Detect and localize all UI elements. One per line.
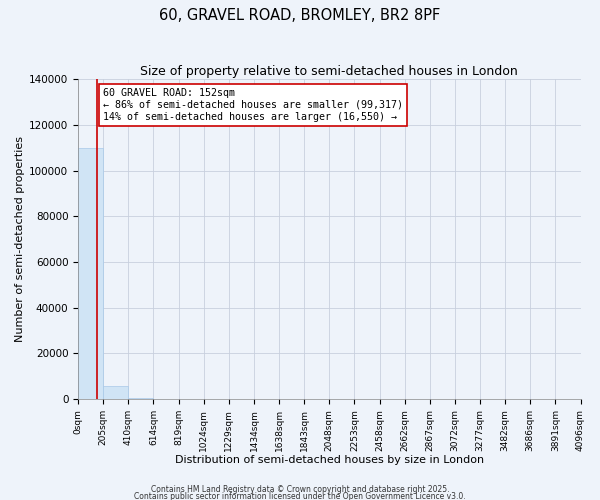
Bar: [78, 148, 103, 399]
Title: Size of property relative to semi-detached houses in London: Size of property relative to semi-detach…: [140, 65, 518, 78]
Bar: [103, 386, 128, 399]
Text: Contains public sector information licensed under the Open Government Licence v3: Contains public sector information licen…: [134, 492, 466, 500]
Text: Contains HM Land Registry data © Crown copyright and database right 2025.: Contains HM Land Registry data © Crown c…: [151, 486, 449, 494]
X-axis label: Distribution of semi-detached houses by size in London: Distribution of semi-detached houses by …: [175, 455, 484, 465]
Text: 60, GRAVEL ROAD, BROMLEY, BR2 8PF: 60, GRAVEL ROAD, BROMLEY, BR2 8PF: [160, 8, 440, 22]
Bar: [128, 398, 154, 399]
Y-axis label: Number of semi-detached properties: Number of semi-detached properties: [15, 136, 25, 342]
Text: 60 GRAVEL ROAD: 152sqm
← 86% of semi-detached houses are smaller (99,317)
14% of: 60 GRAVEL ROAD: 152sqm ← 86% of semi-det…: [103, 88, 403, 122]
